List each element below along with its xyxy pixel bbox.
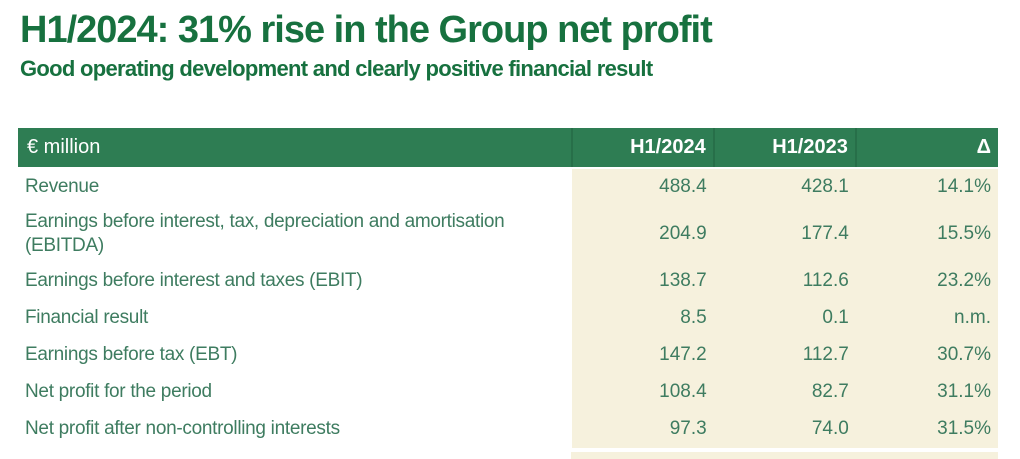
column-header-unit: € million	[18, 128, 572, 169]
cell-h1-2024: 8.5	[571, 299, 714, 337]
table-row: Earnings before tax (EBT) 147.2 112.7 30.7%	[18, 336, 998, 374]
column-header-h1-2023: H1/2023	[712, 128, 856, 169]
table-header-row: € million H1/2024 H1/2023 Δ	[18, 128, 998, 169]
cell-delta: n.m.	[855, 299, 998, 337]
financials-table: € million H1/2024 H1/2023 Δ Revenue 488.4…	[18, 128, 998, 448]
row-label: Earnings before interest, tax, depreciat…	[18, 205, 572, 263]
table-row: Revenue 488.4 428.1 14.1%	[18, 168, 998, 205]
row-label: Financial result	[18, 299, 572, 337]
cell-h1-2023: 82.7	[713, 373, 856, 411]
cell-h1-2024: 147.2	[571, 336, 714, 374]
cell-h1-2023: 177.4	[713, 205, 856, 263]
row-label: Net profit for the period	[18, 373, 572, 411]
cell-h1-2023: 112.6	[713, 262, 856, 300]
cell-h1-2023: 0.1	[713, 299, 856, 337]
cell-delta: 23.2%	[855, 262, 998, 300]
slide-subtitle: Good operating development and clearly p…	[20, 56, 653, 81]
cell-h1-2024: 204.9	[571, 205, 714, 263]
cell-h1-2023: 112.7	[713, 336, 856, 374]
cell-delta: 31.1%	[855, 373, 998, 411]
table-row: Financial result 8.5 0.1 n.m.	[18, 299, 998, 337]
cell-h1-2024: 138.7	[571, 262, 714, 300]
row-label: Earnings before tax (EBT)	[18, 336, 572, 374]
table-row: Earnings before interest, tax, depreciat…	[18, 205, 998, 263]
cell-delta: 14.1%	[855, 168, 998, 205]
cell-h1-2023: 74.0	[713, 410, 856, 448]
table-row: Earnings before interest and taxes (EBIT…	[18, 262, 998, 300]
column-header-delta: Δ	[854, 128, 998, 169]
table-background-tail	[571, 452, 998, 459]
cell-h1-2024: 97.3	[571, 410, 714, 448]
row-label: Earnings before interest and taxes (EBIT…	[18, 262, 572, 300]
table-row: Net profit after non-controlling interes…	[18, 410, 998, 448]
cell-h1-2023: 428.1	[713, 168, 856, 205]
cell-delta: 30.7%	[855, 336, 998, 374]
cell-delta: 31.5%	[855, 410, 998, 448]
cell-delta: 15.5%	[855, 205, 998, 263]
cell-h1-2024: 488.4	[571, 168, 714, 205]
cell-h1-2024: 108.4	[571, 373, 714, 411]
slide-title: H1/2024: 31% rise in the Group net profi…	[20, 9, 713, 51]
row-label: Net profit after non-controlling interes…	[18, 410, 572, 448]
row-label: Revenue	[18, 168, 572, 205]
column-header-h1-2024: H1/2024	[570, 128, 714, 169]
table-row: Net profit for the period 108.4 82.7 31.1%	[18, 373, 998, 411]
